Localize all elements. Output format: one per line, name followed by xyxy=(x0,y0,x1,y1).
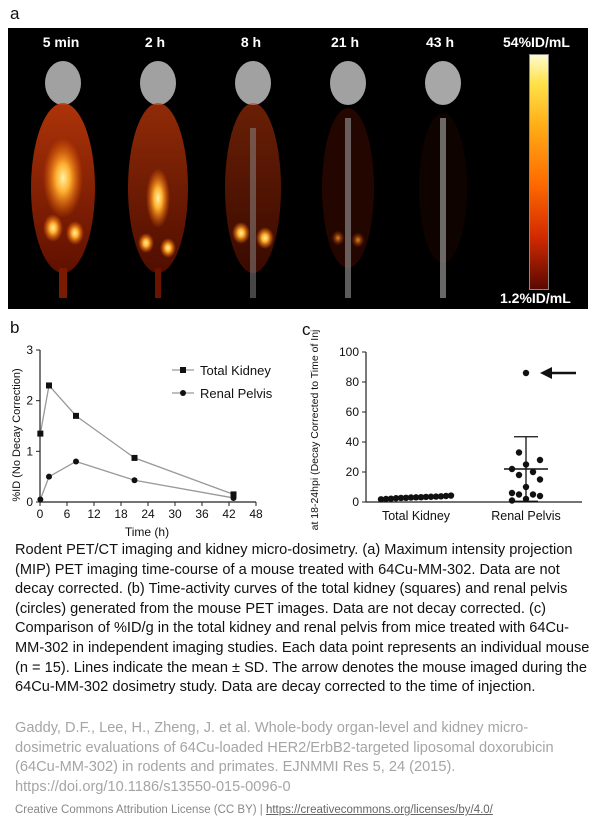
time-label-43h: 43 h xyxy=(425,34,454,50)
time-label-8h: 8 h xyxy=(240,34,262,50)
chart-b-x-tick-label: 42 xyxy=(222,507,236,521)
chart-b-point-circle xyxy=(37,496,44,503)
chart-b-point-square xyxy=(46,382,52,389)
chart-b-x-tick-label: 48 xyxy=(249,507,263,521)
chart-c-data-point xyxy=(529,468,537,476)
chart-b-x-tick-label: 24 xyxy=(141,507,155,521)
chart-b-legend-label: Renal Pelvis xyxy=(200,386,273,401)
colorbar xyxy=(529,54,549,290)
chart-b-point-circle xyxy=(230,494,237,501)
time-label-2h: 2 h xyxy=(144,34,166,50)
figure-caption: Rodent PET/CT imaging and kidney micro-d… xyxy=(15,542,590,696)
chart-c-data-point xyxy=(387,495,395,502)
chart-c-y-tick-label: 20 xyxy=(346,465,360,479)
chart-b-point-circle xyxy=(73,458,79,465)
chart-c-y-tick-label: 100 xyxy=(339,345,359,359)
chart-c-data-point xyxy=(536,456,544,464)
chart-c-y-tick-label: 80 xyxy=(346,375,360,389)
chart-b-x-tick-label: 0 xyxy=(37,507,44,521)
chart-b-y-tick-label: 3 xyxy=(26,343,33,357)
chart-c-data-point xyxy=(442,492,450,500)
chart-b-point-square xyxy=(230,491,237,498)
chart-b-point-circle xyxy=(46,473,52,480)
chart-b-x-tick-label: 12 xyxy=(87,507,101,521)
chart-b-x-tick-label: 6 xyxy=(64,507,71,521)
chart-b-x-tick-label: 36 xyxy=(195,507,209,521)
chart-c-data-point xyxy=(515,471,523,479)
chart-c-y-tick-label: 40 xyxy=(346,435,360,449)
chart-c-y-tick-label: 0 xyxy=(352,495,359,509)
chart-b-x-tick-label: 18 xyxy=(114,507,128,521)
pet-image-panel: 5 min 2 h 8 h 21 h 43 h xyxy=(8,28,588,309)
chart-c-marks xyxy=(377,367,576,504)
license-link[interactable]: https://creativecommons.org/licenses/by/… xyxy=(265,804,493,816)
chart-c-axes: 0 20 40 60 80 100 Total Kidney Renal Pelvis xyxy=(339,345,582,523)
panel-b-letter: b xyxy=(10,318,20,337)
license-text: Creative Commons Attribution License (CC… xyxy=(15,804,266,816)
chart-b-point-square xyxy=(131,454,138,461)
chart-b-y-tick-label: 0 xyxy=(26,495,33,509)
chart-c-data-point xyxy=(515,491,523,498)
chart-c-comparison: %ID/g at 18-24hpi (Decay Corrected to Ti… xyxy=(309,330,582,530)
chart-c-data-point xyxy=(447,492,455,499)
panel-a-letter: a xyxy=(10,4,20,23)
chart-b-point-circle xyxy=(131,477,138,484)
chart-b-legend-circle xyxy=(180,390,186,396)
chart-c-x-tick-label: Renal Pelvis xyxy=(491,509,560,523)
time-label-21h: 21 h xyxy=(330,34,359,50)
chart-c-arrow-head xyxy=(540,367,552,379)
chart-c-data-point xyxy=(437,493,445,500)
chart-b-marks xyxy=(37,382,237,503)
chart-c-data-point xyxy=(536,492,544,500)
chart-b-legend-label: Total Kidney xyxy=(200,363,271,378)
chart-b-legend: Total Kidney Renal Pelvis xyxy=(172,363,273,401)
chart-c-data-point xyxy=(536,476,544,483)
chart-b-point-square xyxy=(73,412,79,419)
panel-c-letter: c xyxy=(302,320,311,339)
chart-c-data-point xyxy=(508,497,516,504)
chart-b-time-activity: %ID (No Decay Correction) Time (h) 0 6 12 1… xyxy=(11,343,273,539)
chart-b-y-axis-label: %ID (No Decay Correction) xyxy=(11,368,23,501)
chart-c-data-point xyxy=(529,491,537,498)
time-label-5min: 5 min xyxy=(42,34,80,50)
chart-b-x-tick-label: 30 xyxy=(168,507,182,521)
chart-b-y-tick-label: 2 xyxy=(26,394,33,408)
chart-c-data-point xyxy=(508,489,516,497)
chart-c-data-point xyxy=(382,495,390,503)
colorbar-max-label: 54%ID/mL xyxy=(503,34,570,50)
mouse-pet-images xyxy=(31,61,467,298)
chart-b-point-square xyxy=(37,430,44,437)
chart-c-data-point xyxy=(515,449,523,456)
chart-c-data-point xyxy=(377,496,385,503)
chart-c-y-axis-label: %ID/g at 18-24hpi (Decay Corrected to Ti… xyxy=(309,330,321,530)
chart-c-y-tick-label: 60 xyxy=(346,405,360,419)
license-line: Creative Commons Attribution License (CC… xyxy=(15,804,493,816)
chart-b-legend-square xyxy=(180,367,186,373)
colorbar-min-label: 1.2%ID/mL xyxy=(500,290,571,306)
chart-b-x-axis-label: Time (h) xyxy=(125,525,169,539)
chart-c-x-tick-label: Total Kidney xyxy=(382,509,451,523)
chart-b-series-line xyxy=(39,384,234,496)
chart-b-y-tick-label: 1 xyxy=(26,444,33,458)
figure-citation: Gaddy, D.F., Lee, H., Zheng, J. et al. W… xyxy=(15,720,554,795)
chart-c-data-point xyxy=(522,369,530,377)
